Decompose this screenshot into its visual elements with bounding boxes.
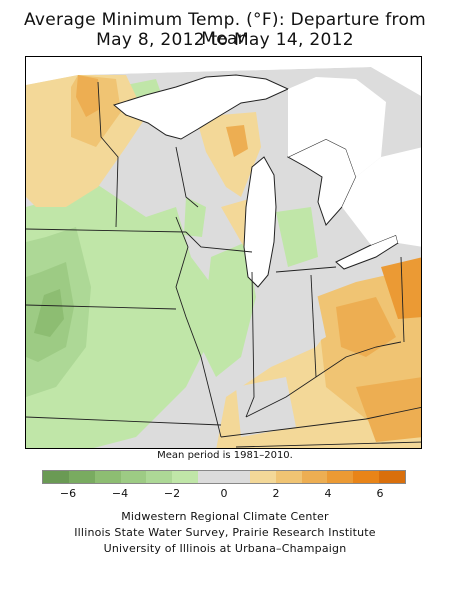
legend-tick-label: −2 (163, 487, 181, 500)
map-title-line-2: May 8, 2012 to May 14, 2012 (96, 30, 354, 50)
legend-swatch (172, 471, 199, 483)
boundary-wi-upper (175, 146, 199, 208)
boundary-mi-oh (275, 266, 337, 273)
legend-swatch (146, 471, 173, 483)
credit-line-isws: Illinois State Water Survey, Prairie Res… (74, 526, 376, 539)
legend-swatch (301, 471, 328, 483)
boundary-mn-east (97, 81, 119, 228)
lake-superior (112, 74, 290, 140)
legend-swatch (94, 471, 121, 483)
boundary-wi-il (185, 231, 253, 253)
legend-swatch (327, 471, 354, 483)
legend-swatch (120, 471, 147, 483)
warm-zone-southeast-3 (336, 297, 396, 357)
boundary-ky-south (220, 406, 421, 438)
credit-line-mrcc: Midwestern Regional Climate Center (121, 510, 329, 523)
cool-zone-lower-mi (276, 207, 318, 267)
boundary-ky-north (245, 341, 402, 418)
legend-swatch (43, 471, 69, 483)
legend-swatch (198, 471, 250, 483)
boundary-in-oh (310, 274, 317, 378)
warm-zone-east-edge (381, 257, 421, 319)
boundary-ky-tn (235, 441, 421, 448)
boundary-mississippi (175, 216, 222, 438)
state-boundaries (26, 81, 421, 448)
boundary-mo-south (26, 416, 222, 426)
cool-zone-central-il (201, 242, 256, 377)
cool-zone-central-wi (184, 197, 206, 237)
legend-swatch (275, 471, 302, 483)
warm-zone-upper-peninsula-2 (226, 125, 248, 157)
departure-map (26, 57, 421, 448)
canada-land (288, 77, 386, 177)
warm-zone-southeast-4 (356, 377, 421, 442)
mean-period-note: Mean period is 1981–2010. (157, 450, 293, 461)
cool-zone-west-dark (34, 289, 64, 337)
credit-line-uiuc: University of Illinois at Urbana–Champai… (103, 542, 347, 555)
outside-domain (26, 57, 421, 96)
legend-swatch (379, 471, 406, 483)
boundary-oh-east (400, 256, 405, 343)
warm-zone-nw-3 (76, 75, 100, 117)
ontario-shore (342, 147, 421, 247)
legend-tick-label: 4 (324, 487, 332, 500)
legend-tick-labels: −6 −4 −2 0 2 4 6 (42, 487, 406, 501)
legend-tick-label: 6 (376, 487, 384, 500)
legend-tick-label: −6 (59, 487, 77, 500)
legend-tick-label: 0 (220, 487, 228, 500)
legend-tick-label: −4 (111, 487, 129, 500)
boundary-ia-south (26, 304, 177, 310)
lake-michigan (243, 156, 277, 288)
legend-color-bar (42, 470, 406, 484)
boundary-il-in (245, 271, 255, 418)
legend-swatch (68, 471, 95, 483)
map-panel (25, 56, 422, 449)
near-normal-pocket-indiana (264, 289, 326, 357)
legend-swatch (249, 471, 276, 483)
boundary-mn-south (26, 228, 187, 233)
legend-tick-label: 2 (272, 487, 280, 500)
legend-swatch (353, 471, 380, 483)
map-title-line-1: Average Minimum Temp. (°F): Departure fr… (23, 10, 426, 49)
